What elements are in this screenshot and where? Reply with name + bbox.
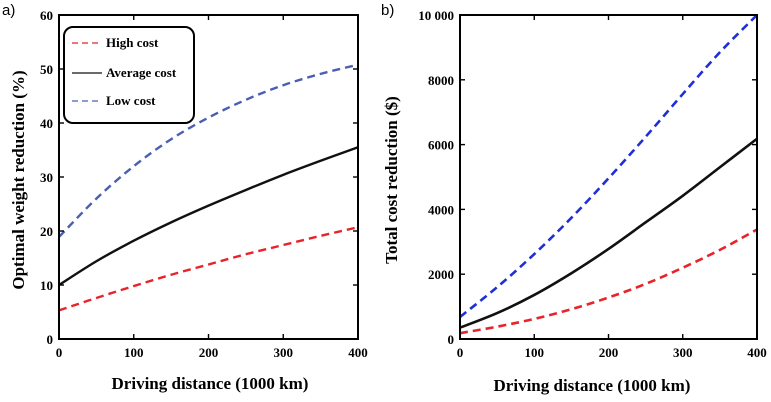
panel-b-y-tick-label: 4000 xyxy=(428,202,454,217)
panel-a-series-line-1 xyxy=(58,146,359,287)
panel-a-y-tick-label: 20 xyxy=(40,224,53,239)
panel-a-x-tick-label: 100 xyxy=(124,345,144,360)
panel-b-x-tick-label: 100 xyxy=(525,345,545,360)
panel-a-y-tick-label: 40 xyxy=(40,116,53,131)
panel-b-series-line-0 xyxy=(459,228,758,335)
panel-a-y-tick-label: 0 xyxy=(47,332,54,347)
panel-b-y-tick-label: 2000 xyxy=(428,267,454,282)
panel-a-series-line-0 xyxy=(58,226,359,312)
legend-label-low-cost: Low cost xyxy=(106,93,156,108)
panel-b-series-line-2 xyxy=(459,14,758,318)
legend-label-high-cost: High cost xyxy=(106,35,159,50)
panel-a-y-tick-label: 50 xyxy=(40,62,53,77)
legend-box xyxy=(63,26,195,124)
panel-b-y-tick-label: 0 xyxy=(448,332,455,347)
legend-label-average-cost: Average cost xyxy=(106,65,177,80)
panel-b-label: b) xyxy=(381,2,394,19)
panel-a-x-tick-label: 300 xyxy=(274,345,294,360)
panel-a-y-tick-label: 10 xyxy=(40,278,53,293)
panel-a-series-line-2 xyxy=(58,63,359,238)
panel-b-y-tick-label: 10 000 xyxy=(418,8,454,23)
panel-b-xlabel: Driving distance (1000 km) xyxy=(494,376,691,395)
panel-b-series-line-1 xyxy=(459,137,758,329)
panel-b-x-tick-label: 0 xyxy=(457,345,464,360)
panel-a-x-tick-label: 400 xyxy=(348,345,368,360)
panel-a-ylabel: Optimal weight reduction (%) xyxy=(9,70,28,289)
panel-b-ylabel: Total cost reduction ($) xyxy=(382,96,401,264)
panel-a-label: a) xyxy=(2,2,15,19)
panel-a-x-tick-label: 200 xyxy=(199,345,219,360)
panel-b: b) Total cost reduction ($) Driving dist… xyxy=(381,2,767,395)
panel-a-y-tick-label: 30 xyxy=(40,170,53,185)
panel-b-x-tick-label: 200 xyxy=(599,345,619,360)
panel-b-plot-frame xyxy=(459,14,758,340)
panel-a-legend: High cost Average cost Low cost xyxy=(63,26,195,124)
panel-a-y-tick-label: 60 xyxy=(40,8,53,23)
panel-a: a) Optimal weight reduction (%) Driving … xyxy=(2,2,368,393)
panel-b-x-tick-label: 300 xyxy=(673,345,693,360)
panel-b-x-tick-label: 400 xyxy=(747,345,767,360)
panel-a-xlabel: Driving distance (1000 km) xyxy=(112,374,309,393)
panel-b-y-tick-label: 6000 xyxy=(428,138,454,153)
panel-a-x-tick-label: 0 xyxy=(56,345,63,360)
panel-b-y-tick-label: 8000 xyxy=(428,73,454,88)
